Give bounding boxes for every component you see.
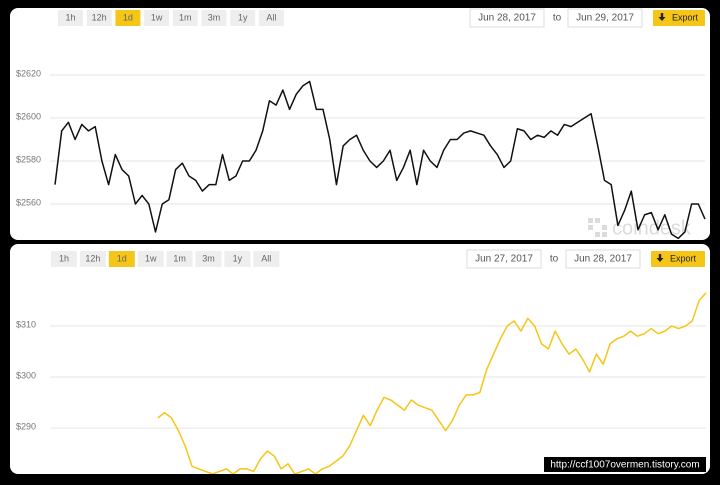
date-from[interactable]: Jun 27, 2017 <box>475 254 533 265</box>
y-tick-label: $2560 <box>16 197 41 207</box>
export-button[interactable] <box>653 10 705 26</box>
date-from-input[interactable] <box>469 8 545 28</box>
range-button[interactable] <box>51 251 77 267</box>
range-button-label[interactable]: 1h <box>59 253 69 263</box>
range-button[interactable] <box>137 251 164 267</box>
watermark-logo <box>602 232 607 237</box>
range-button-label[interactable]: 3m <box>208 12 221 22</box>
range-button-label[interactable]: 1d <box>117 253 127 263</box>
range-button-label[interactable]: 12h <box>92 12 107 22</box>
range-button[interactable] <box>172 10 198 26</box>
y-tick-label: $310 <box>16 319 36 329</box>
footer-box <box>544 457 706 472</box>
date-to[interactable]: Jun 28, 2017 <box>574 254 632 265</box>
watermark-logo <box>602 225 607 230</box>
y-tick-label: $300 <box>16 370 36 380</box>
range-button[interactable] <box>201 10 227 26</box>
date-to[interactable]: Jun 29, 2017 <box>576 13 634 24</box>
export-label[interactable]: Export <box>672 12 699 22</box>
range-button[interactable] <box>258 10 284 26</box>
range-button[interactable] <box>195 251 222 267</box>
range-button-label[interactable]: 1h <box>65 12 75 22</box>
range-button[interactable] <box>58 10 83 26</box>
panel-background <box>10 8 710 240</box>
date-from-input[interactable] <box>466 249 542 269</box>
range-button[interactable] <box>115 10 141 26</box>
range-button[interactable] <box>166 251 193 267</box>
range-button-label[interactable]: 1m <box>173 253 186 263</box>
range-button[interactable] <box>79 251 106 267</box>
panel-background <box>10 244 710 474</box>
export-label[interactable]: Export <box>670 253 697 263</box>
range-button-label[interactable]: All <box>266 12 276 22</box>
y-tick-label: $2620 <box>16 68 41 78</box>
export-icon <box>656 254 664 262</box>
range-button[interactable] <box>253 251 280 267</box>
watermark-logo <box>588 218 593 223</box>
range-button-label[interactable]: 3m <box>202 253 215 263</box>
range-button[interactable] <box>86 10 112 26</box>
range-button[interactable] <box>224 251 251 267</box>
range-button-label[interactable]: 1m <box>179 12 192 22</box>
footer-url: http://ccf1007overmen.tistory.com <box>550 460 699 471</box>
y-tick-label: $290 <box>16 421 36 431</box>
chart-panel: $290 $300 $310 1h 12h 1d 1w 1m 3m 1y All Jun 27, 20… <box>10 244 710 474</box>
y-tick-label: $2580 <box>16 154 41 164</box>
export-button[interactable] <box>651 251 705 267</box>
range-button-label[interactable]: 1y <box>238 12 248 22</box>
range-button-label[interactable]: 1w <box>145 253 157 263</box>
y-tick-label: $2600 <box>16 111 41 121</box>
range-button-label[interactable]: All <box>261 253 271 263</box>
watermark-logo <box>595 232 600 237</box>
range-button[interactable] <box>144 10 170 26</box>
date-to-input[interactable] <box>567 8 643 28</box>
range-button[interactable] <box>108 251 135 267</box>
price-line <box>157 292 707 474</box>
range-button-label[interactable]: 12h <box>85 253 100 263</box>
date-from[interactable]: Jun 28, 2017 <box>478 13 536 24</box>
range-button-label[interactable]: 1d <box>123 12 133 22</box>
price-line <box>54 80 706 240</box>
date-to-input[interactable] <box>565 249 641 269</box>
watermark-logo <box>588 225 593 230</box>
watermark-logo <box>595 218 600 223</box>
range-button[interactable] <box>230 10 256 26</box>
export-icon <box>658 13 666 21</box>
date-separator: to <box>550 254 559 265</box>
range-button-label[interactable]: 1y <box>233 253 243 263</box>
date-separator: to <box>553 13 562 24</box>
range-button-label[interactable]: 1w <box>151 12 163 22</box>
